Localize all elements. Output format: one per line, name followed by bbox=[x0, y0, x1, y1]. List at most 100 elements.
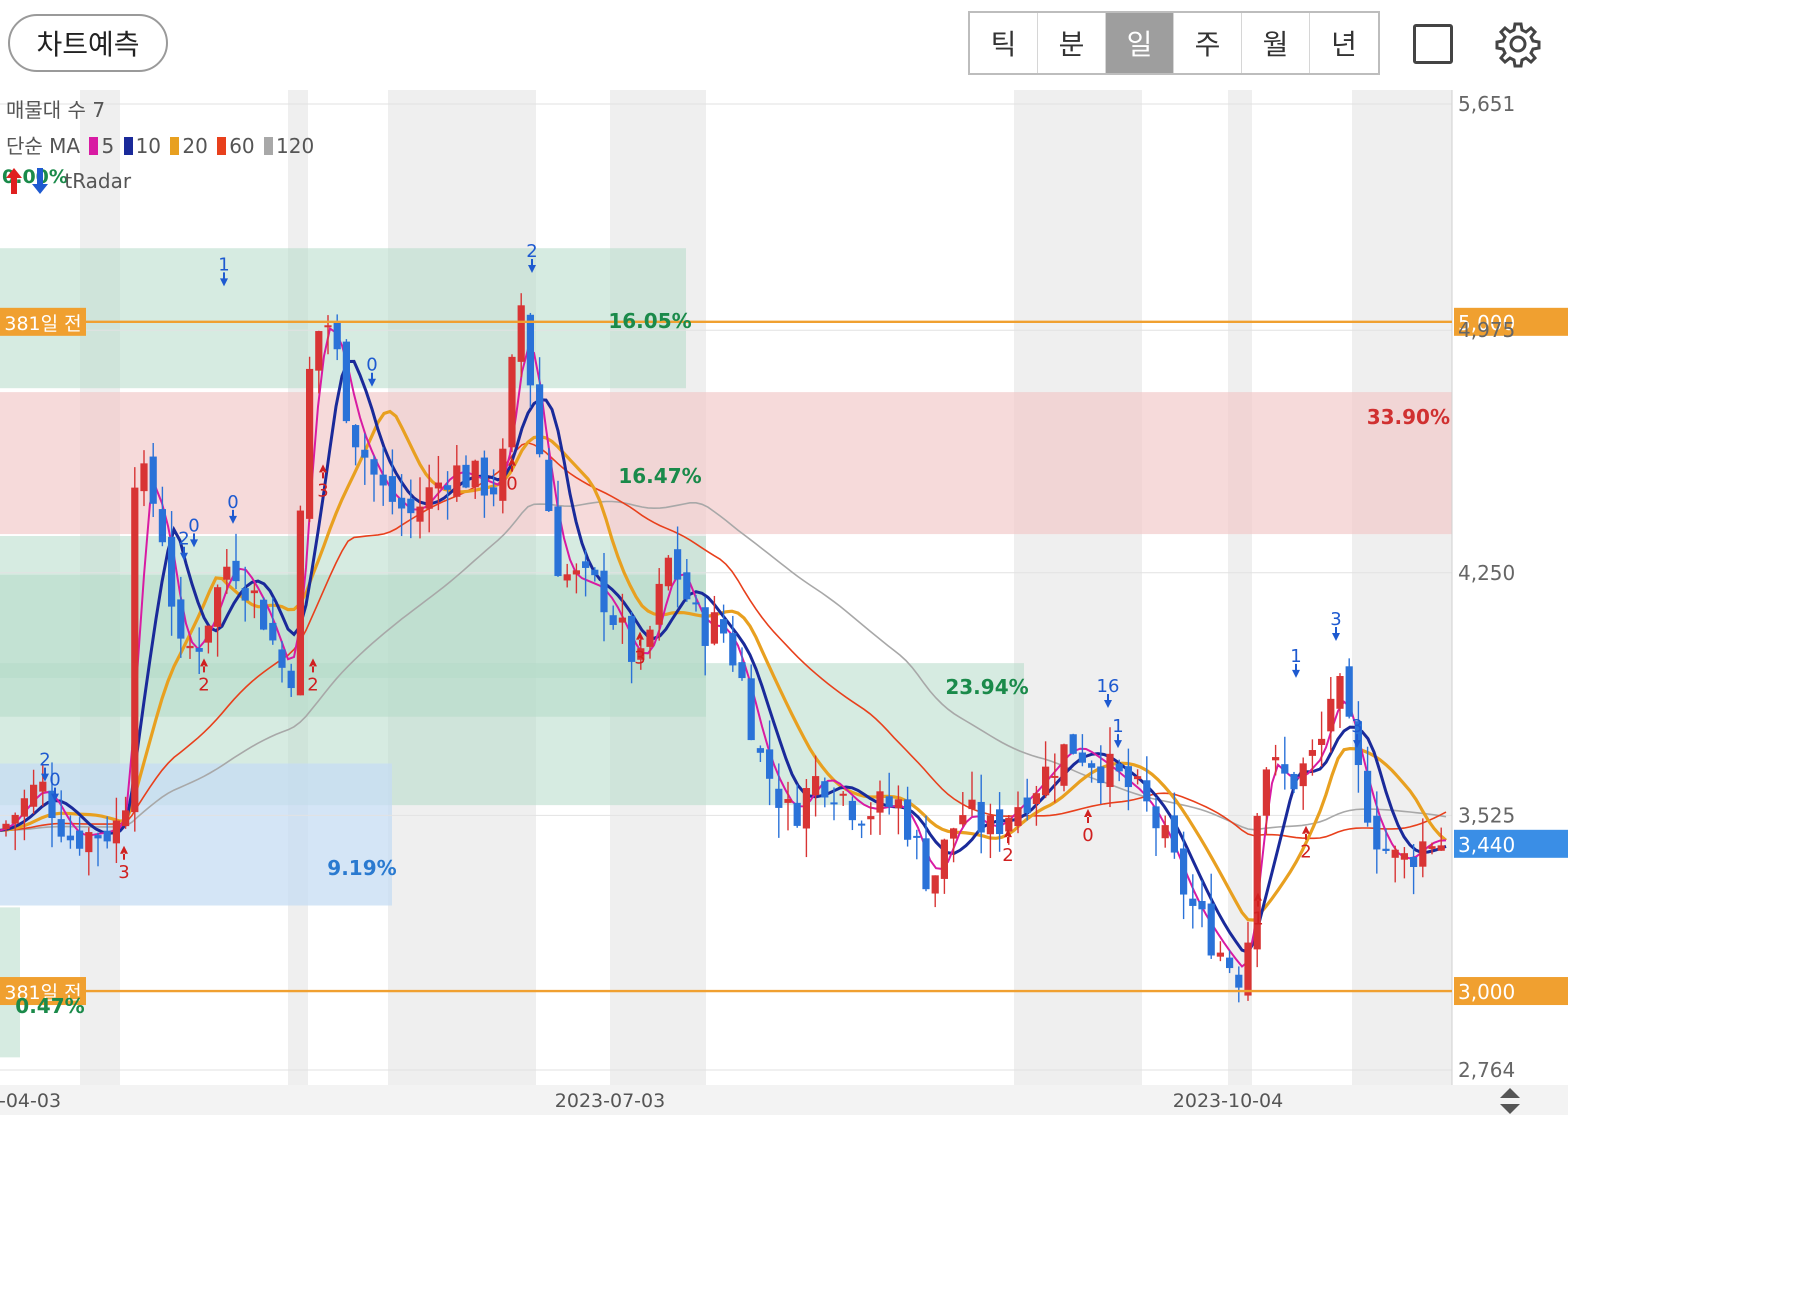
signal-down-arrow bbox=[1353, 734, 1361, 749]
candle-down bbox=[1345, 666, 1353, 717]
candle-up bbox=[1327, 698, 1335, 732]
candle-down bbox=[388, 476, 396, 502]
candle-down bbox=[195, 648, 203, 652]
price-axis: 5,651 4,975 4,250 3,525 2,764 3,440 bbox=[1454, 92, 1568, 1082]
candle-down bbox=[674, 549, 682, 580]
signal-down-arrow bbox=[528, 258, 536, 273]
candle-up bbox=[1437, 845, 1445, 851]
price-zones bbox=[0, 248, 1452, 1058]
chart-predict-button[interactable]: 차트예측 bbox=[8, 14, 168, 72]
candle-down bbox=[1170, 815, 1178, 853]
signal-down-arrow bbox=[220, 272, 228, 287]
candle-down bbox=[149, 456, 157, 504]
tradar-legend[interactable]: tRadar bbox=[6, 166, 131, 196]
candle-up bbox=[1051, 775, 1059, 778]
candle-down bbox=[821, 781, 829, 798]
candle-up bbox=[140, 463, 148, 492]
signal-down-arrow bbox=[1332, 627, 1340, 642]
signal-label: 2 bbox=[1300, 842, 1311, 863]
candle-down bbox=[793, 802, 801, 826]
period-day-tab[interactable]: 일 bbox=[1106, 13, 1174, 73]
candle-up bbox=[986, 815, 994, 835]
gear-icon[interactable] bbox=[1494, 20, 1542, 68]
signal-up-arrow bbox=[120, 845, 128, 860]
period-year-tab[interactable]: 년 bbox=[1331, 28, 1357, 61]
date-tick: 2023-10-04 bbox=[1173, 1090, 1283, 1112]
candle-down bbox=[729, 633, 737, 666]
current-price-label: 3,440 bbox=[1458, 833, 1515, 857]
period-month-tab[interactable]: 월 bbox=[1242, 13, 1310, 73]
candle-down bbox=[407, 498, 415, 514]
candle-up bbox=[710, 612, 718, 644]
period-week-tab[interactable]: 주 bbox=[1174, 13, 1242, 73]
candle-down bbox=[1115, 763, 1123, 772]
candle-up bbox=[563, 574, 571, 581]
zone-label: 33.90% bbox=[1367, 405, 1450, 429]
period-selector: 틱 분 일 주 월 년 bbox=[968, 11, 1380, 75]
signal-label: 0 bbox=[366, 355, 377, 376]
candle-down bbox=[342, 341, 350, 422]
candle-down bbox=[57, 819, 65, 837]
signal-label: 3 bbox=[118, 862, 129, 883]
candle-down bbox=[1143, 780, 1151, 802]
grid-lines bbox=[0, 90, 1453, 1085]
candle-up bbox=[20, 798, 28, 817]
ma20-swatch bbox=[170, 137, 180, 155]
candle-down bbox=[232, 560, 240, 582]
ma120-label: 120 bbox=[276, 134, 315, 158]
zone-percent-labels: 16.05% 33.90% 16.47% 23.94% 9.19% 0.47% bbox=[15, 309, 1450, 1018]
candle-up bbox=[1336, 676, 1344, 709]
candle-down bbox=[1281, 764, 1289, 774]
up-down-arrow-icon bbox=[6, 168, 48, 194]
candle-down bbox=[591, 569, 599, 576]
candle-up bbox=[1318, 738, 1326, 745]
candle-down bbox=[444, 485, 452, 490]
candles bbox=[2, 293, 1445, 1003]
candle-down bbox=[600, 570, 608, 613]
candle-down bbox=[94, 835, 102, 839]
ma60-label: 60 bbox=[229, 134, 255, 158]
price-tick: 2,764 bbox=[1458, 1058, 1515, 1082]
signal-up-arrow bbox=[1254, 892, 1262, 907]
candle-down bbox=[738, 662, 746, 679]
candle-up bbox=[30, 784, 38, 807]
candle-down bbox=[269, 622, 277, 641]
candle-up bbox=[655, 583, 663, 625]
zone-label: 0.47% bbox=[15, 994, 84, 1018]
signal-label: 2 bbox=[178, 529, 189, 550]
candle-down bbox=[1207, 903, 1215, 956]
candle-up bbox=[517, 305, 525, 362]
signal-down-arrow bbox=[368, 372, 376, 387]
candle-up bbox=[1106, 753, 1114, 788]
candle-down bbox=[747, 678, 755, 741]
candle-down bbox=[177, 599, 185, 639]
candle-down bbox=[1198, 900, 1206, 910]
fullscreen-icon[interactable] bbox=[1413, 24, 1453, 64]
ma-legend[interactable]: 단순 MA 5 10 20 60 120 bbox=[6, 130, 314, 159]
volume-profile-label: 매물대 수 7 bbox=[6, 98, 106, 122]
candle-down bbox=[490, 487, 498, 495]
candle-down bbox=[922, 838, 930, 890]
period-tick-tab[interactable]: 틱 bbox=[970, 13, 1038, 73]
ma20-label: 20 bbox=[182, 134, 208, 158]
signal-label: 2 bbox=[1002, 845, 1013, 866]
signal-label: 0 bbox=[227, 492, 238, 513]
candle-down bbox=[1373, 815, 1381, 850]
candle-down bbox=[1152, 806, 1160, 829]
signal-label: 0 bbox=[49, 770, 60, 791]
candle-down bbox=[1382, 848, 1390, 851]
signal-up-arrow bbox=[200, 658, 208, 673]
candle-down bbox=[885, 796, 893, 807]
signal-down-arrow bbox=[1114, 734, 1122, 749]
candle-up bbox=[1272, 757, 1280, 761]
ma-legend-title: 단순 MA bbox=[6, 134, 81, 158]
candle-up bbox=[508, 356, 516, 448]
period-minute-tab[interactable]: 분 bbox=[1038, 13, 1106, 73]
candle-down bbox=[66, 835, 74, 841]
zone-label: 23.94% bbox=[945, 675, 1028, 699]
signal-down-arrow bbox=[1104, 693, 1112, 708]
candle-up bbox=[1299, 763, 1307, 787]
signal-label: 0 bbox=[506, 474, 517, 495]
candle-up bbox=[453, 465, 461, 497]
